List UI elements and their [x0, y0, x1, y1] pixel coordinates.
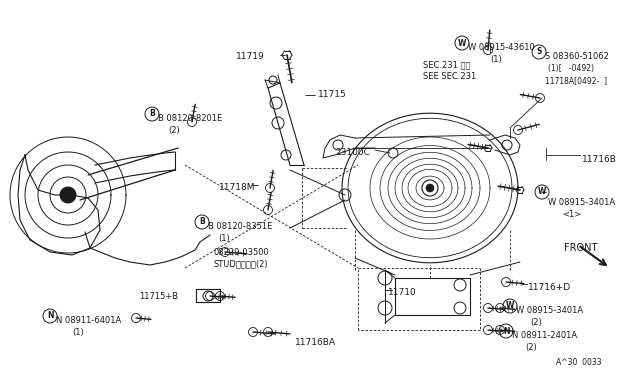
Text: (2): (2): [525, 343, 537, 352]
Text: N 08911-6401A: N 08911-6401A: [56, 316, 121, 325]
Text: (2): (2): [168, 126, 180, 135]
Text: B: B: [199, 218, 205, 227]
Text: 11715: 11715: [318, 90, 347, 99]
Text: W: W: [458, 38, 466, 48]
Text: 23100C: 23100C: [335, 148, 370, 157]
Text: (1): (1): [490, 55, 502, 64]
Circle shape: [426, 184, 434, 192]
Text: STUDスタッド(2): STUDスタッド(2): [213, 259, 268, 268]
Text: (1): (1): [218, 234, 230, 243]
Text: 11719: 11719: [236, 52, 265, 61]
Text: FRONT: FRONT: [564, 243, 597, 253]
Text: B 08120-8351E: B 08120-8351E: [208, 222, 273, 231]
Text: S: S: [536, 48, 541, 57]
Text: W 08915-3401A: W 08915-3401A: [548, 198, 615, 207]
Text: S 08360-51062: S 08360-51062: [545, 52, 609, 61]
Text: SEC.231 参照: SEC.231 参照: [423, 60, 470, 69]
Circle shape: [60, 187, 76, 203]
Text: B 08120-8201E: B 08120-8201E: [158, 114, 222, 123]
Text: 11716B: 11716B: [582, 155, 617, 164]
Text: 08229-03500: 08229-03500: [213, 248, 269, 257]
Text: 11715+B: 11715+B: [139, 292, 178, 301]
Text: SEE SEC.231: SEE SEC.231: [423, 72, 476, 81]
Text: N 08911-2401A: N 08911-2401A: [512, 331, 577, 340]
Text: (2): (2): [530, 318, 541, 327]
Text: B: B: [149, 109, 155, 119]
Text: (1)[   -0492): (1)[ -0492): [548, 64, 594, 73]
Text: W 08915-3401A: W 08915-3401A: [516, 306, 583, 315]
Text: W: W: [538, 187, 546, 196]
Text: 11716+D: 11716+D: [528, 283, 571, 292]
Circle shape: [422, 180, 438, 196]
Text: <1>: <1>: [562, 210, 581, 219]
Text: W 08915-43610: W 08915-43610: [468, 43, 535, 52]
Text: W: W: [506, 301, 514, 311]
Text: N: N: [47, 311, 53, 321]
Text: 11718M: 11718M: [218, 183, 255, 192]
Text: (1): (1): [72, 328, 84, 337]
Text: 11716BA: 11716BA: [295, 338, 336, 347]
Text: N: N: [503, 327, 509, 336]
Text: 11718A[0492-  ]: 11718A[0492- ]: [545, 76, 607, 85]
Text: 11710: 11710: [388, 288, 417, 297]
Text: A^30  0033: A^30 0033: [556, 358, 602, 367]
